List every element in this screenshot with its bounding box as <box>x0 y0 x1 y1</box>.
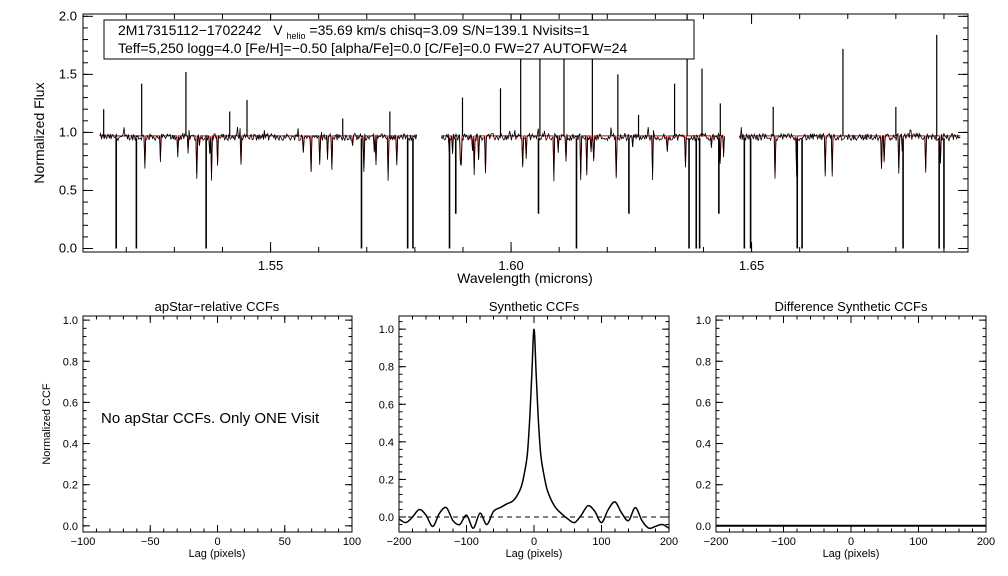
difference-ccf-y-tick-label: 0.6 <box>696 397 711 409</box>
synthetic-ccf-line <box>398 328 670 530</box>
vhelio-subscript: helio <box>287 31 306 41</box>
synthetic-ccf-x-tick-label: 100 <box>592 536 610 548</box>
spectrum-info-box: 2M17315112−1702242 V helio =35.69 km/s c… <box>103 19 695 60</box>
difference-ccf-ticks: −200 −100 0 100 200 0.0 0.2 0.4 0.6 0.8 1.0 <box>696 315 995 548</box>
synthetic-ccf-y-tick-label: 1.0 <box>379 324 394 336</box>
spectrum-y-tick-label: 0.0 <box>59 241 77 256</box>
apstar-ccf-y-tick-label: 0.4 <box>63 439 78 451</box>
synthetic-ccf-y-tick-label: 0.2 <box>379 474 394 486</box>
spectrum-observed-line <box>440 127 725 182</box>
synthetic-ccf-frame <box>398 315 670 533</box>
info-line-1: 2M17315112−1702242 V helio =35.69 km/s c… <box>118 22 590 42</box>
info-box-frame <box>103 19 695 60</box>
spectrum-y-tick-label: 1.5 <box>59 66 77 81</box>
synthetic-ccf-x-tick-label: −100 <box>454 536 479 548</box>
synthetic-ccf-y-tick-label: 0.8 <box>379 362 394 374</box>
apstar-ccf-x-tick-label: 50 <box>279 536 291 548</box>
synthetic-ccf-plot-area <box>398 328 670 530</box>
spectrum-panel: 1.55 1.60 1.65 0.0 0.5 1.0 1.5 2.0 2M17315112−1… <box>31 8 969 286</box>
spectrum-ticks: 1.55 1.60 1.65 0.0 0.5 1.0 1.5 2.0 <box>59 8 968 273</box>
apstar-ccf-note: No apStar CCFs. Only ONE Visit <box>101 410 320 427</box>
spectrum-model-line <box>441 135 725 176</box>
synthetic-ccf-x-label: Lag (pixels) <box>506 548 563 560</box>
difference-ccf-title: Difference Synthetic CCFs <box>775 299 928 314</box>
info-line-2: Teff=5,250 logg=4.0 [Fe/H]=−0.50 [alpha/… <box>118 40 627 56</box>
vhelio-values: =35.69 km/s chisq=3.09 S/N=139.1 Nvisits… <box>309 22 589 38</box>
spectrum-y-tick-label: 0.5 <box>59 182 77 197</box>
apstar-ccf-y-tick-label: 0.8 <box>63 356 78 368</box>
synthetic-ccf-ticks: −200 −100 0 100 200 0.0 0.2 0.4 0.6 0.8 1.0 <box>379 316 678 548</box>
difference-ccf-x-tick-label: 100 <box>909 536 927 548</box>
synthetic-ccf-panel: Synthetic CCFs −200 −100 0 100 200 0.0 0.2 0.4 0… <box>379 299 678 560</box>
difference-ccf-y-tick-label: 0.0 <box>696 521 711 533</box>
difference-ccf-x-tick-label: −100 <box>771 536 796 548</box>
apstar-ccf-x-tick-label: −100 <box>71 536 96 548</box>
difference-ccf-x-label: Lag (pixels) <box>823 548 880 560</box>
difference-ccf-frame <box>715 315 987 533</box>
difference-ccf-y-tick-label: 0.8 <box>696 356 711 368</box>
synthetic-ccf-y-tick-label: 0.0 <box>379 512 394 524</box>
apstar-ccf-x-tick-label: −50 <box>141 536 160 548</box>
apstar-ccf-x-tick-label: 100 <box>343 536 361 548</box>
difference-ccf-y-tick-label: 0.4 <box>696 439 711 451</box>
difference-ccf-y-tick-label: 0.2 <box>696 480 711 492</box>
apstar-ccf-y-tick-label: 0.2 <box>63 480 78 492</box>
spectrum-frame <box>82 13 969 253</box>
difference-ccf-y-tick-label: 1.0 <box>696 315 711 327</box>
spectrum-model-line <box>99 135 417 174</box>
synthetic-ccf-x-tick-label: −200 <box>387 536 412 548</box>
synthetic-ccf-y-tick-label: 0.4 <box>379 437 394 449</box>
difference-ccf-panel: Difference Synthetic CCFs −200 −100 0 100 20… <box>696 299 995 560</box>
apstar-ccf-y-tick-label: 1.0 <box>63 315 78 327</box>
apstar-ccf-panel: apStar−relative CCFs −100 −50 0 50 100 0.0 0.2… <box>41 299 361 560</box>
spectrum-x-tick-label: 1.60 <box>498 258 523 273</box>
apstar-ccf-x-label: Lag (pixels) <box>189 548 246 560</box>
difference-ccf-x-tick-label: −200 <box>704 536 729 548</box>
spectrum-observed-line <box>99 126 418 181</box>
synthetic-ccf-title: Synthetic CCFs <box>489 299 580 314</box>
star-id: 2M17315112−1702242 <box>118 22 262 38</box>
spectrum-y-tick-label: 2.0 <box>59 8 77 23</box>
spectrum-y-label: Normalized Flux <box>31 82 47 183</box>
spectrum-observed-line <box>739 127 961 179</box>
synthetic-ccf-x-tick-label: 0 <box>531 536 537 548</box>
spectrum-y-tick-label: 1.0 <box>59 124 77 139</box>
synthetic-ccf-y-tick-label: 0.6 <box>379 399 394 411</box>
spectrum-model-line <box>739 135 961 176</box>
apstar-ccf-y-tick-label: 0.0 <box>63 521 78 533</box>
spectrum-x-label: Wavelength (microns) <box>457 270 593 286</box>
spectrum-x-tick-label: 1.55 <box>258 258 283 273</box>
spectrum-x-tick-label: 1.65 <box>739 258 764 273</box>
synthetic-ccf-x-tick-label: 200 <box>660 536 678 548</box>
apstar-ccf-y-tick-label: 0.6 <box>63 397 78 409</box>
difference-ccf-x-tick-label: 200 <box>977 536 995 548</box>
apstar-ccf-y-label: Normalized CCF <box>41 383 53 465</box>
apstar-ccf-x-tick-label: 0 <box>214 536 220 548</box>
vhelio-symbol: V <box>273 22 283 38</box>
difference-ccf-x-tick-label: 0 <box>848 536 854 548</box>
apstar-ccf-title: apStar−relative CCFs <box>155 299 280 314</box>
apstar-ccf-ticks: −100 −50 0 50 100 0.0 0.2 0.4 0.6 0.8 1.0 <box>63 315 361 548</box>
